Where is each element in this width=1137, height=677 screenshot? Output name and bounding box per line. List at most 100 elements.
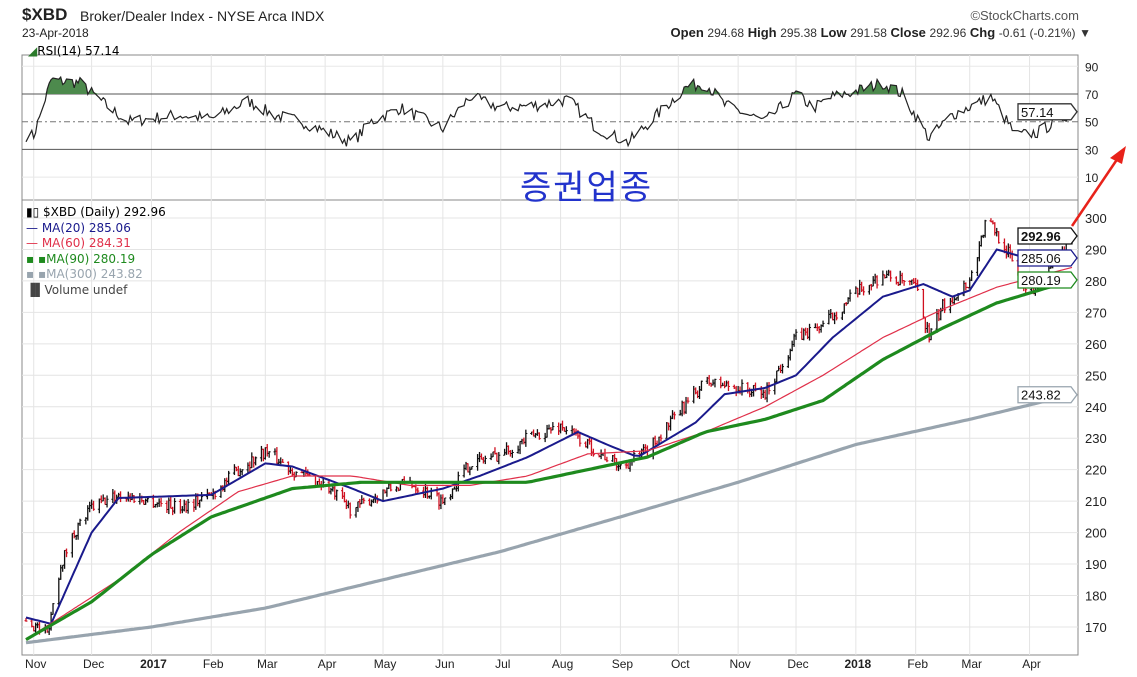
ma-line-ma300	[25, 393, 1073, 645]
x-tick-label: 2017	[140, 657, 167, 671]
annotation-arrow	[1070, 157, 1120, 227]
triangle-down-icon: ▼	[1079, 26, 1091, 40]
x-tick-label: May	[374, 657, 397, 671]
rsi-tick-label: 10	[1085, 171, 1099, 185]
x-tick-label: Jun	[435, 657, 454, 671]
arrow-head-icon	[1110, 146, 1126, 164]
close-value-tag-text: 292.96	[1021, 229, 1061, 244]
ma300-value-tag-text: 243.82	[1021, 388, 1061, 403]
legend-volume: ▐▌Volume undef	[26, 283, 166, 299]
ma300-value-tag: 243.82	[1017, 386, 1078, 404]
x-tick-label: Oct	[671, 657, 690, 671]
legend-ma300: ▪ ▪MA(300) 243.82	[26, 267, 143, 281]
low-value: 291.58	[850, 26, 887, 40]
rsi-icon: ◢	[28, 44, 38, 58]
rsi-value-tag-text: 57.14	[1021, 105, 1054, 120]
y-tick-label: 190	[1085, 557, 1107, 572]
rsi-tick-label: 90	[1085, 60, 1099, 74]
close-value-tag: 292.96	[1017, 227, 1078, 245]
close-value-tag-box	[1017, 227, 1078, 245]
legend-ma20-text: MA(20) 285.06	[41, 220, 131, 235]
low-label: Low	[820, 25, 847, 40]
y-tick-label: 260	[1085, 337, 1107, 352]
y-tick-label: 300	[1085, 211, 1107, 226]
x-tick-label: Aug	[552, 657, 573, 671]
x-tick-label: Feb	[907, 657, 928, 671]
close-label: Close	[890, 25, 926, 40]
chg-label: Chg	[969, 25, 996, 40]
ma-line-ma60	[25, 266, 1073, 641]
annotation-text: 증권업종	[520, 168, 654, 208]
rsi-tick-label: 50	[1085, 116, 1099, 130]
x-tick-label: Sep	[612, 657, 634, 671]
x-tick-label: Nov	[729, 657, 750, 671]
description-text: Broker/Dealer Index - NYSE Arca	[80, 8, 287, 24]
x-tick-label: Feb	[203, 657, 224, 671]
open-label: Open	[670, 25, 704, 40]
ma90-value-tag: 280.19	[1017, 271, 1078, 289]
ma20-value-tag-box	[1017, 249, 1078, 267]
high-label: High	[747, 25, 777, 40]
ma300-value-tag-box	[1017, 386, 1078, 404]
legend: ▮▯ $XBD (Daily) 292.96 — MA(20) 285.06 —…	[26, 205, 166, 298]
x-tick-label: Dec	[83, 657, 104, 671]
legend-ma90-text: MA(90) 280.19	[46, 251, 136, 266]
legend-ma90: ▪ ▪MA(90) 280.19	[26, 251, 136, 266]
legend-volume-text: Volume undef	[44, 282, 128, 297]
rsi-value-tag-box	[1017, 103, 1078, 121]
ma90-value-tag-text: 280.19	[1021, 273, 1061, 288]
volume-icon: ▐▌	[26, 282, 45, 297]
y-tick-label: 210	[1085, 494, 1107, 509]
rsi-tick-label: 30	[1085, 143, 1099, 157]
price-panel	[21, 199, 1079, 656]
y-tick-label: 270	[1085, 305, 1107, 320]
close-value: 292.96	[929, 26, 967, 40]
y-tick-label: 200	[1085, 526, 1107, 541]
candlestick-icon: ▮▯	[26, 205, 40, 219]
x-tick-label: Apr	[318, 657, 337, 671]
rsi-tick-label: 70	[1085, 88, 1099, 102]
y-tick-label: 220	[1085, 463, 1107, 478]
y-tick-label: 170	[1085, 620, 1107, 635]
open-value: 294.68	[707, 26, 745, 40]
ma20-value-tag: 285.06	[1017, 249, 1078, 267]
ma20-value-tag-text: 285.06	[1021, 251, 1061, 266]
chg-value: -0.61 (-0.21%)	[998, 26, 1076, 40]
legend-ma60: — MA(60) 284.31	[26, 236, 131, 250]
x-tick-label: Mar	[257, 657, 278, 671]
legend-ma60-text: MA(60) 284.31	[41, 236, 131, 250]
ma-line-ma90	[25, 278, 1073, 641]
high-value: 295.38	[780, 26, 817, 40]
rsi-label-text: RSI(14) 57.14	[37, 44, 120, 58]
y-tick-label: 290	[1085, 242, 1107, 257]
y-tick-label: 180	[1085, 589, 1107, 604]
rsi-value-tag: 57.14	[1017, 103, 1078, 121]
y-tick-label: 250	[1085, 368, 1107, 383]
rsi-line	[25, 75, 1073, 148]
y-tick-label: 230	[1085, 431, 1107, 446]
legend-price-text: $XBD (Daily) 292.96	[43, 205, 166, 219]
rsi-label: ◢RSI(14) 57.14	[28, 44, 120, 58]
x-tick-label: Nov	[25, 657, 46, 671]
exchange: INDX	[290, 8, 325, 24]
x-tick-label: Mar	[961, 657, 982, 671]
description: Broker/Dealer Index - NYSE Arca INDX	[80, 8, 324, 24]
chart-date: 23-Apr-2018	[22, 26, 89, 40]
y-tick-label: 280	[1085, 274, 1107, 289]
ma90-value-tag-box	[1017, 271, 1078, 289]
x-tick-label: Dec	[787, 657, 808, 671]
ma-line-ma20	[25, 248, 1073, 625]
brand: ©StockCharts.com	[970, 8, 1079, 23]
legend-ma20: — MA(20) 285.06	[26, 220, 131, 235]
ohlc-readout: Open 294.68 High 295.38 Low 291.58 Close…	[671, 25, 1091, 40]
x-tick-label: Jul	[495, 657, 510, 671]
x-tick-label: 2018	[845, 657, 872, 671]
symbol: $XBD	[22, 5, 68, 24]
x-tick-label: Apr	[1022, 657, 1041, 671]
y-tick-label: 240	[1085, 400, 1107, 415]
legend-price: ▮▯ $XBD (Daily) 292.96	[26, 205, 166, 221]
rsi-panel	[21, 54, 1079, 201]
legend-ma300-text: MA(300) 243.82	[46, 267, 143, 281]
